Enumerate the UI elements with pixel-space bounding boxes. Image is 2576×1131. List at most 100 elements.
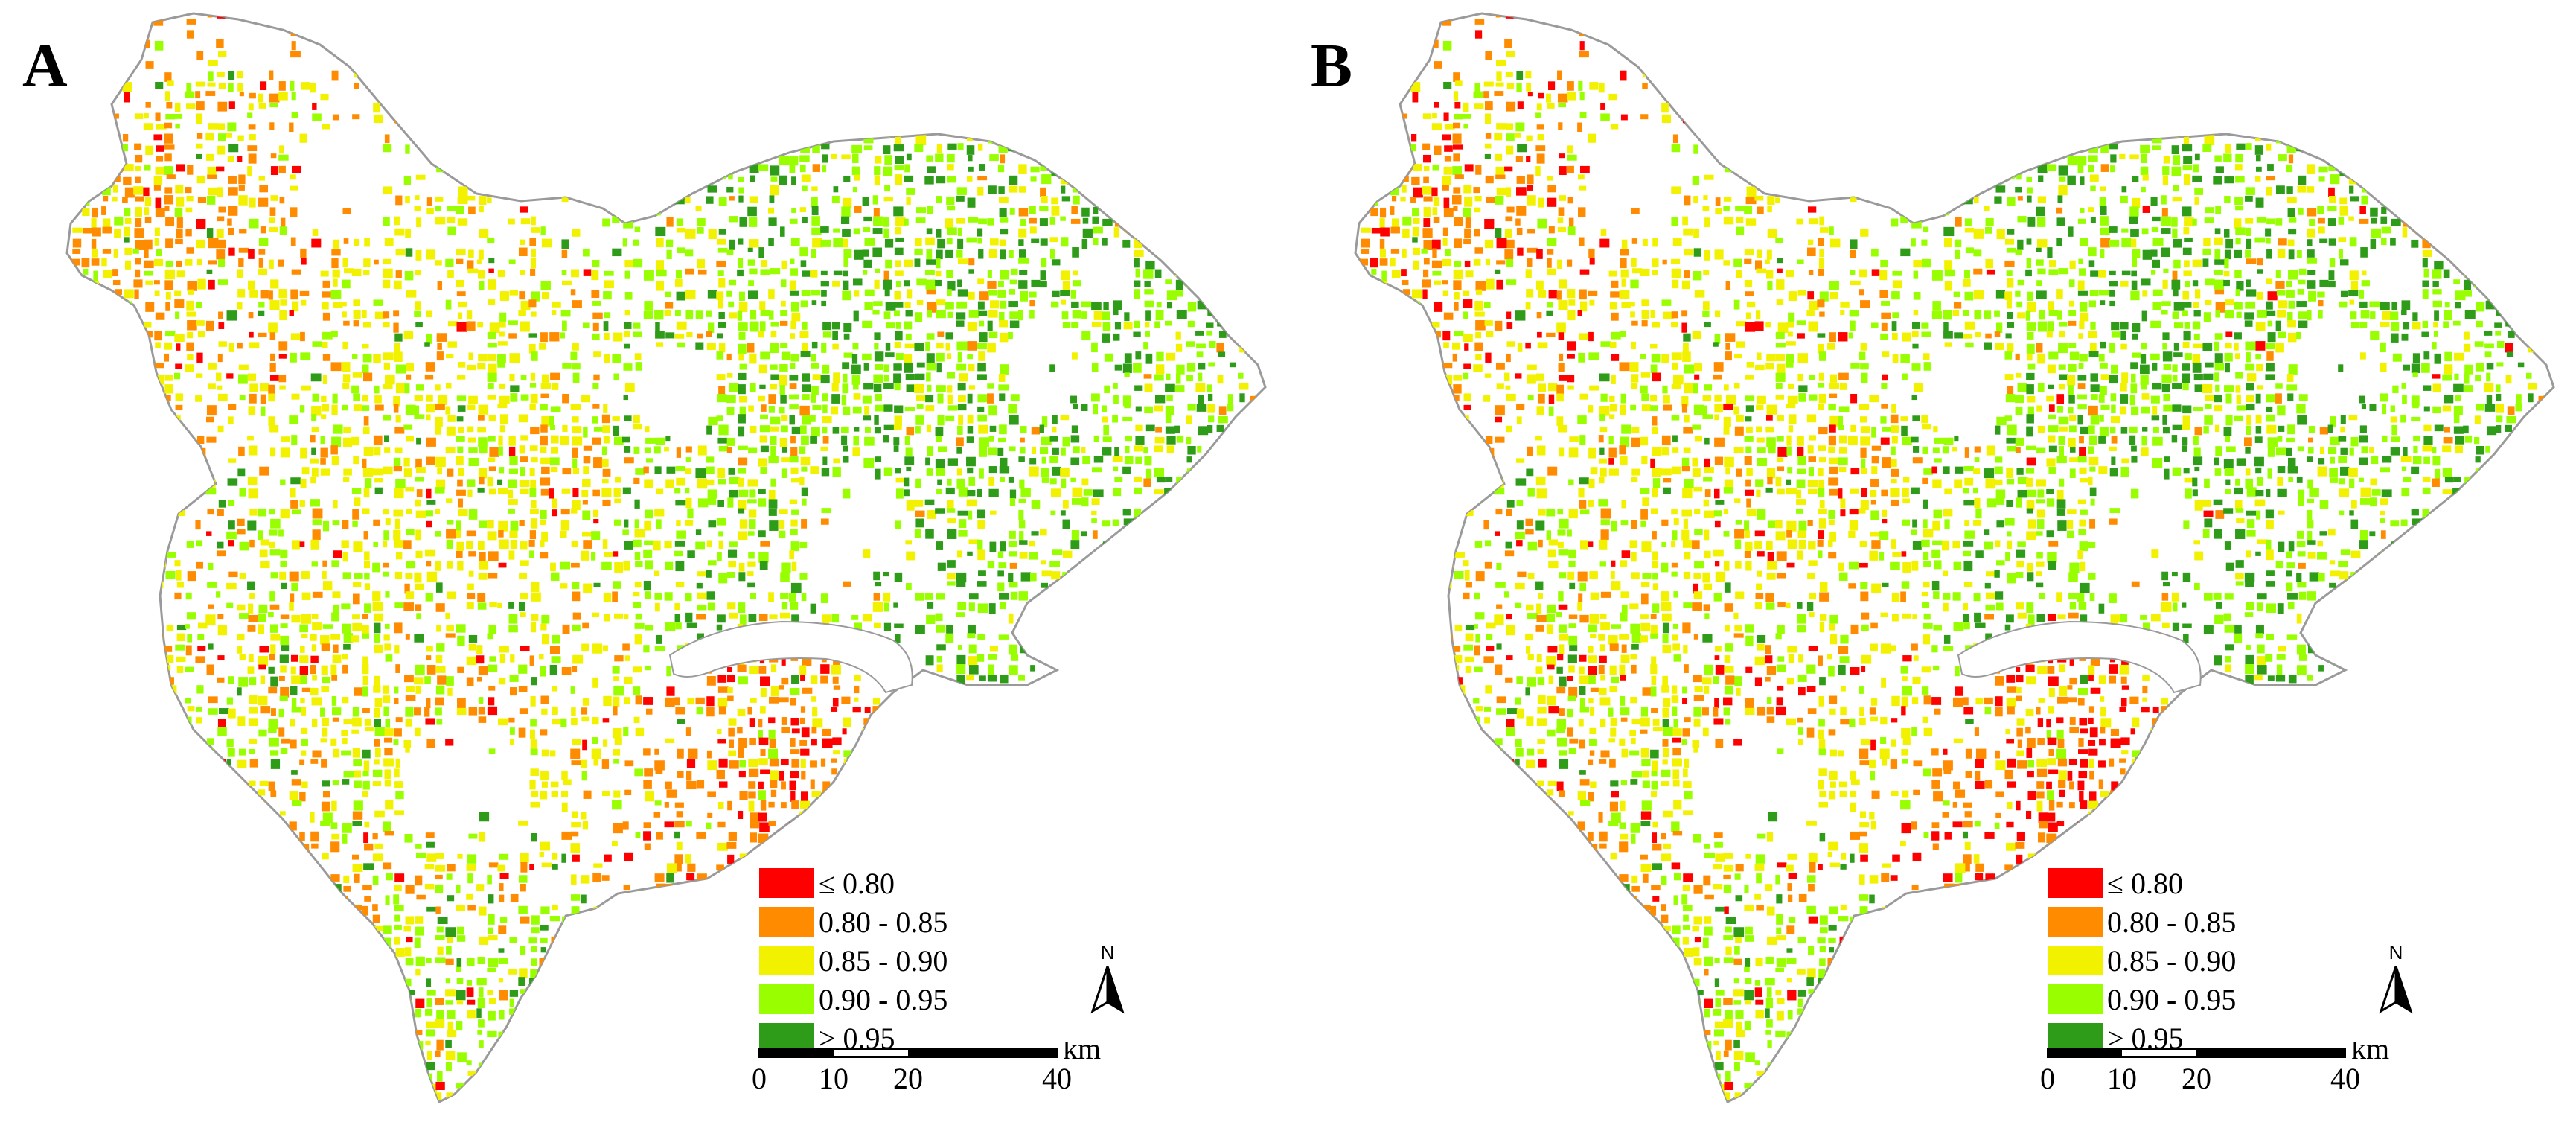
map-cell [447,341,457,348]
map-cell [623,363,633,371]
map-cell [403,424,413,430]
map-cell [124,800,134,806]
map-cell [529,238,537,246]
map-cell [781,468,787,478]
map-cell [185,229,192,237]
map-cell [290,593,295,603]
map-cell [571,811,578,818]
map-cell [227,218,232,226]
map-cell [791,113,798,122]
map-cell [383,186,393,194]
map-cell [156,915,164,921]
map-cell [770,268,781,275]
map-cell [1206,457,1214,464]
map-cell [968,665,979,675]
map-cell [966,675,974,681]
map-cell [695,342,704,350]
map-cell [769,145,775,150]
map-cell [498,677,506,685]
map-cell [687,550,695,558]
map-cell [541,614,550,624]
map-cell [1206,268,1216,276]
map-cell [686,622,697,628]
map-cell [446,676,454,686]
map-cell [333,748,340,758]
map-cell [947,405,958,411]
map-cell [1008,644,1017,655]
map-cell [299,655,309,663]
map-cell [1196,718,1206,726]
map-cell [1143,478,1151,487]
map-cell [268,686,278,694]
map-cell [1019,624,1026,630]
map-cell [457,561,464,571]
map-cell [1218,248,1228,258]
map-cell [520,270,525,275]
map-cell [832,343,839,350]
map-cell [800,351,811,357]
map-cell [457,853,463,859]
map-cell [343,238,349,244]
map-cell [270,279,279,289]
map-cell [1145,71,1151,82]
map-cell [1061,156,1071,162]
map-cell [113,383,121,394]
map-cell [601,458,609,468]
map-cell [1061,666,1072,674]
map-cell [936,644,946,651]
map-cell [424,707,430,717]
map-cell [550,372,560,380]
map-cell [247,436,254,441]
map-cell [103,905,109,915]
map-cell [842,728,847,735]
map-cell [987,218,994,226]
map-cell [290,477,301,485]
map-cell [269,737,279,747]
map-cell [330,874,340,882]
map-cell [728,468,735,475]
map-cell [342,311,347,318]
map-cell [904,51,915,61]
map-cell [645,426,650,433]
map-cell [414,301,421,310]
map-cell [853,771,860,780]
map-cell [833,238,843,248]
map-cell [862,249,869,257]
map-cell [1083,863,1093,869]
map-cell [562,113,571,119]
map-cell [477,602,487,610]
map-cell [258,812,267,818]
map-cell [426,404,435,413]
map-cell [738,572,746,582]
map-cell [248,791,255,803]
map-cell [895,102,901,109]
map-cell [1060,29,1066,35]
map-cell [592,489,600,497]
map-cell [81,436,88,444]
map-cell [862,71,868,76]
map-cell [622,238,627,247]
map-cell [593,427,604,432]
map-cell [885,780,893,786]
map-cell [821,832,828,840]
map-cell [904,302,911,308]
map-cell [718,164,729,173]
map-cell [613,685,624,696]
map-cell [852,39,862,45]
map-cell [550,447,559,454]
map-cell [405,707,414,717]
map-cell [1134,289,1140,299]
map-cell [164,466,173,471]
map-cell [780,279,787,288]
map-cell [750,698,757,703]
map-cell [643,916,650,922]
map-cell [259,185,269,193]
map-cell [894,341,901,349]
map-cell [707,760,717,771]
map-cell [852,447,860,456]
map-cell [925,62,933,67]
map-cell [770,426,779,432]
map-cell [1218,509,1224,514]
map-cell [499,539,509,549]
map-cell [206,228,214,238]
